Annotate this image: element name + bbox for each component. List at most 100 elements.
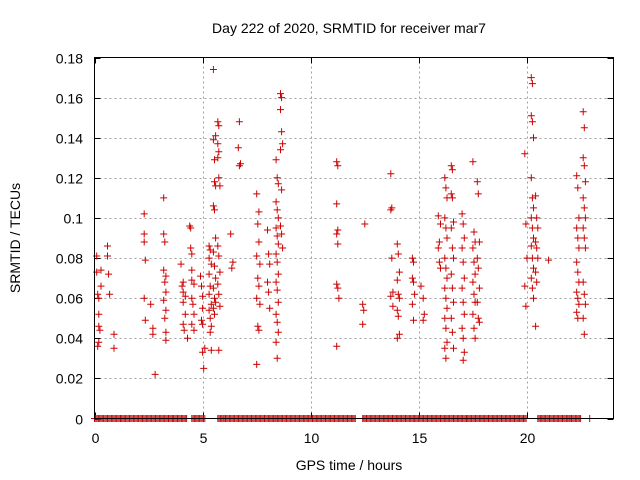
data-point: [408, 274, 416, 282]
y-tick-label: 0.16: [56, 91, 83, 107]
data-point: [527, 112, 535, 120]
data-point: [97, 282, 105, 290]
data-point: [199, 292, 207, 300]
data-point: [211, 310, 218, 318]
data-point: [198, 282, 205, 290]
data-point: [333, 158, 341, 166]
data-point: [473, 178, 481, 186]
data-point: [521, 282, 529, 290]
data-point: [573, 172, 581, 180]
data-point: [471, 334, 479, 342]
y-tick-label: 0.12: [56, 171, 83, 187]
data-point: [460, 274, 468, 282]
data-point: [532, 238, 540, 246]
data-point: [188, 266, 196, 274]
data-point: [161, 314, 169, 322]
data-point: [228, 264, 236, 272]
data-point: [575, 244, 583, 252]
data-point: [274, 240, 282, 248]
data-point: [580, 162, 588, 170]
data-point: [207, 300, 215, 308]
data-point: [272, 310, 280, 318]
data-point: [211, 206, 218, 214]
data-point: [106, 290, 114, 298]
data-point: [458, 284, 466, 292]
data-point: [447, 270, 455, 278]
data-point: [214, 118, 222, 126]
data-point: [181, 310, 189, 318]
data-point: [334, 284, 342, 292]
data-point: [104, 242, 111, 250]
data-point: [442, 184, 450, 192]
data-point: [190, 310, 198, 318]
data-point: [179, 298, 187, 306]
data-point: [188, 320, 196, 328]
data-point: [580, 234, 588, 242]
data-point: [212, 132, 220, 140]
data-point: [387, 170, 395, 178]
data-point: [533, 244, 541, 252]
data-point: [575, 300, 583, 308]
data-point: [141, 256, 149, 264]
data-point: [393, 240, 401, 248]
data-point: [471, 270, 479, 278]
data-point: [447, 190, 455, 198]
data-point: [188, 250, 196, 258]
data-point: [530, 234, 537, 242]
data-point: [458, 210, 466, 218]
y-tick-label: 0: [75, 412, 83, 428]
data-point: [580, 290, 588, 298]
y-tick-label: 0.06: [56, 291, 83, 307]
data-point: [393, 306, 401, 314]
data-point: [574, 294, 582, 302]
data-point: [573, 258, 581, 266]
data-point: [160, 230, 168, 238]
data-point: [274, 270, 282, 278]
data-point: [527, 242, 535, 250]
data-point: [534, 254, 542, 262]
data-point: [209, 66, 217, 73]
data-point: [205, 242, 213, 250]
data-point: [450, 254, 457, 262]
data-point: [441, 214, 449, 222]
data-point: [521, 150, 529, 158]
data-point: [199, 320, 207, 328]
y-tick-label: 0.04: [56, 331, 83, 347]
data-point: [579, 314, 587, 322]
data-point: [460, 310, 468, 318]
data-point: [274, 328, 282, 336]
data-point: [199, 348, 207, 356]
data-point: [447, 314, 455, 322]
data-point: [434, 244, 442, 252]
data-point: [151, 370, 159, 378]
data-point: [410, 258, 417, 266]
data-point: [265, 250, 273, 258]
y-tick-label: 0.18: [56, 51, 83, 67]
data-point: [474, 190, 482, 198]
data-point: [359, 300, 367, 308]
data-point: [434, 212, 442, 220]
data-point: [266, 260, 274, 268]
data-point: [522, 220, 530, 228]
data-point: [278, 128, 286, 136]
data-point: [178, 282, 186, 290]
data-point: [533, 214, 541, 222]
data-point: [441, 174, 449, 182]
data-point: [532, 192, 540, 200]
data-point: [393, 334, 401, 342]
data-point: [469, 158, 477, 166]
data-point: [214, 280, 222, 288]
data-point: [197, 272, 204, 280]
data-point: [443, 274, 451, 282]
data-point: [255, 326, 263, 334]
data-point: [522, 302, 530, 310]
data-point: [473, 254, 481, 262]
data-point: [360, 306, 368, 314]
data-point: [334, 226, 342, 234]
data-point: [333, 230, 341, 238]
data-point: [179, 278, 187, 286]
data-points: [91, 66, 594, 422]
data-point: [581, 244, 589, 252]
data-point: [579, 108, 587, 116]
